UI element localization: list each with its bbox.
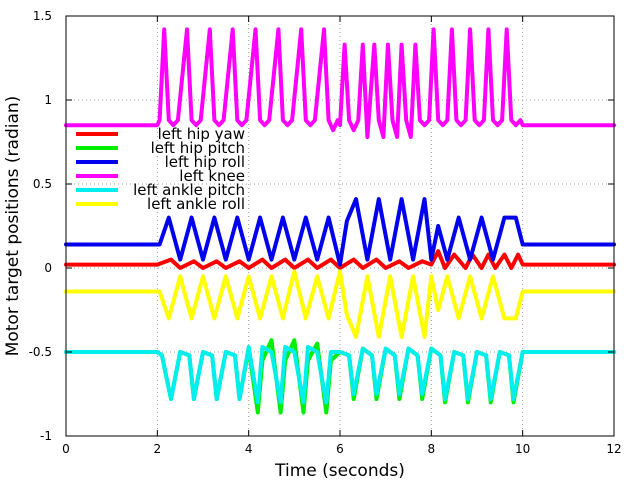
legend-label: left ankle pitch bbox=[133, 181, 245, 199]
legend-label: left hip yaw bbox=[158, 125, 245, 143]
series-layer bbox=[64, 27, 616, 415]
y-tick-label: 0.5 bbox=[33, 177, 52, 191]
x-axis-title: Time (seconds) bbox=[274, 461, 405, 480]
series-line-left-knee bbox=[64, 27, 616, 139]
x-tick-label: 4 bbox=[245, 442, 253, 456]
series-line-left-hip-yaw bbox=[64, 249, 616, 270]
y-tick-label: -0.5 bbox=[29, 345, 52, 359]
legend-label: left hip roll bbox=[165, 153, 245, 171]
x-tick-label: 6 bbox=[336, 442, 344, 456]
y-tick-label: -1 bbox=[40, 429, 52, 443]
x-tick-label: 8 bbox=[428, 442, 436, 456]
y-tick-label: 1.5 bbox=[33, 9, 52, 23]
series-line-left-hip-roll bbox=[64, 197, 616, 267]
legend-label: left ankle roll bbox=[147, 195, 245, 213]
axis-ticks: 0 2 4 6 8 10 12 -1 -0.5 0 0.5 1 1.5 bbox=[29, 9, 622, 456]
x-tick-label: 0 bbox=[62, 442, 70, 456]
series-line-left-ankle-roll bbox=[64, 269, 616, 339]
series-line-left-ankle-pitch bbox=[64, 345, 616, 405]
x-tick-label: 12 bbox=[606, 442, 621, 456]
y-tick-label: 0 bbox=[44, 261, 52, 275]
y-tick-label: 1 bbox=[44, 93, 52, 107]
grid bbox=[66, 16, 614, 436]
legend-label: left hip pitch bbox=[151, 139, 245, 157]
x-tick-label: 10 bbox=[515, 442, 530, 456]
y-axis-title: Motor target positions (radian) bbox=[3, 96, 23, 357]
x-tick-label: 2 bbox=[154, 442, 162, 456]
legend-label: left knee bbox=[179, 167, 245, 185]
